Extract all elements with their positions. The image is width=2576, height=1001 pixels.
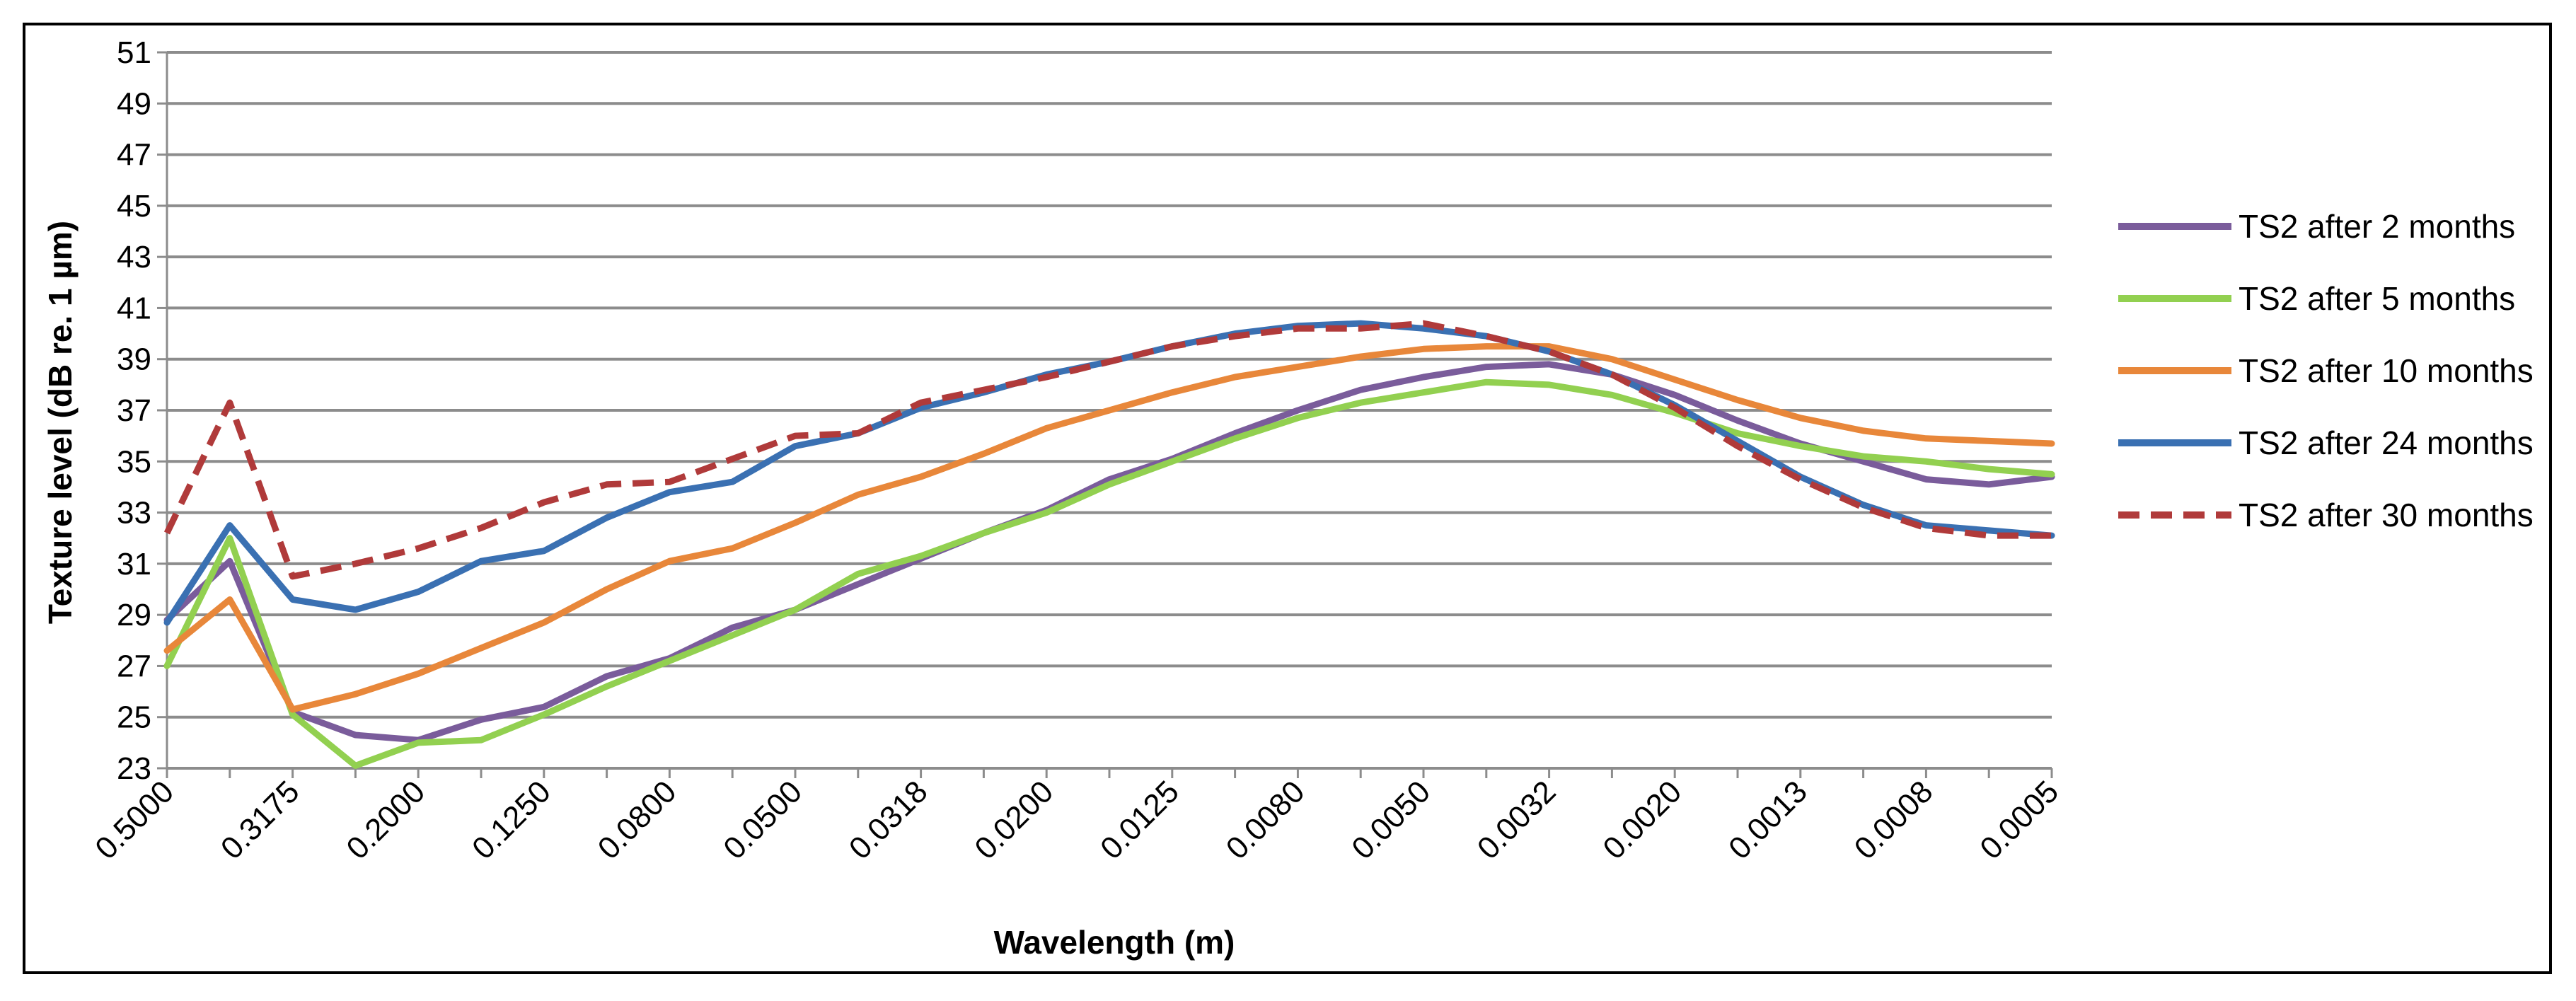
y-tick-label: 23 bbox=[117, 751, 151, 786]
x-axis-title: Wavelength (m) bbox=[994, 924, 1235, 961]
x-tick-label: 0.5000 bbox=[88, 774, 180, 866]
series-lines bbox=[163, 320, 2055, 769]
x-tick-label: 0.0500 bbox=[717, 774, 809, 866]
legend-label-1: TS2 after 2 months bbox=[2239, 208, 2515, 245]
y-tick-label: 33 bbox=[117, 496, 151, 531]
x-tick-label: 0.0032 bbox=[1471, 774, 1563, 866]
chart-frame: 23 25 27 29 31 33 35 37 39 41 43 45 47 49 51 0.5000 0.3… bbox=[23, 23, 2552, 974]
y-tick-label: 51 bbox=[117, 35, 151, 70]
x-tick-label: 0.0020 bbox=[1596, 774, 1688, 866]
y-tick-label: 49 bbox=[117, 86, 151, 121]
legend: TS2 after 2 months TS2 after 5 months TS2 … bbox=[2118, 208, 2534, 533]
x-tick-label: 0.0008 bbox=[1848, 774, 1940, 866]
x-axis-ticks: 0.5000 0.3175 0.2000 0.1250 0.0800 0.0500 0.03… bbox=[88, 768, 2065, 866]
x-tick-label: 0.0005 bbox=[1973, 774, 2065, 866]
legend-label-5: TS2 after 30 months bbox=[2239, 497, 2534, 533]
y-tick-label: 39 bbox=[117, 342, 151, 377]
series-line-2 bbox=[163, 378, 2055, 769]
y-tick-label: 29 bbox=[117, 598, 151, 632]
legend-label-4: TS2 after 24 months bbox=[2239, 424, 2534, 461]
y-tick-label: 25 bbox=[117, 700, 151, 735]
x-tick-label: 0.3175 bbox=[214, 774, 306, 866]
x-tick-label: 0.0125 bbox=[1094, 774, 1186, 866]
y-tick-label: 47 bbox=[117, 138, 151, 173]
gridlines bbox=[167, 51, 2052, 719]
legend-label-3: TS2 after 10 months bbox=[2239, 352, 2534, 389]
y-tick-label: 31 bbox=[117, 547, 151, 581]
series-line-4 bbox=[163, 320, 2055, 626]
y-tick-label: 35 bbox=[117, 444, 151, 479]
series-line-3 bbox=[163, 343, 2055, 713]
y-tick-label: 27 bbox=[117, 649, 151, 683]
x-tick-label: 0.1250 bbox=[466, 774, 558, 866]
y-tick-label: 43 bbox=[117, 240, 151, 274]
y-axis-title: Texture level (dB re. 1 µm) bbox=[42, 221, 79, 624]
x-tick-label: 0.0050 bbox=[1345, 774, 1437, 866]
y-axis-ticks: 23 25 27 29 31 33 35 37 39 41 43 45 47 49 51 bbox=[117, 35, 167, 786]
line-chart: 23 25 27 29 31 33 35 37 39 41 43 45 47 49 51 0.5000 0.3… bbox=[42, 35, 2534, 961]
x-tick-label: 0.0800 bbox=[591, 774, 683, 866]
x-tick-label: 0.0200 bbox=[968, 774, 1060, 866]
y-tick-label: 45 bbox=[117, 189, 151, 224]
x-tick-label: 0.0080 bbox=[1220, 774, 1312, 866]
x-tick-label: 0.2000 bbox=[340, 774, 432, 866]
series-line-5 bbox=[163, 320, 2052, 580]
y-tick-label: 41 bbox=[117, 291, 151, 325]
series-line-1 bbox=[163, 361, 2055, 743]
y-tick-label: 37 bbox=[117, 393, 151, 428]
x-tick-label: 0.0318 bbox=[843, 774, 935, 866]
legend-label-2: TS2 after 5 months bbox=[2239, 280, 2515, 317]
x-tick-label: 0.0013 bbox=[1722, 774, 1814, 866]
